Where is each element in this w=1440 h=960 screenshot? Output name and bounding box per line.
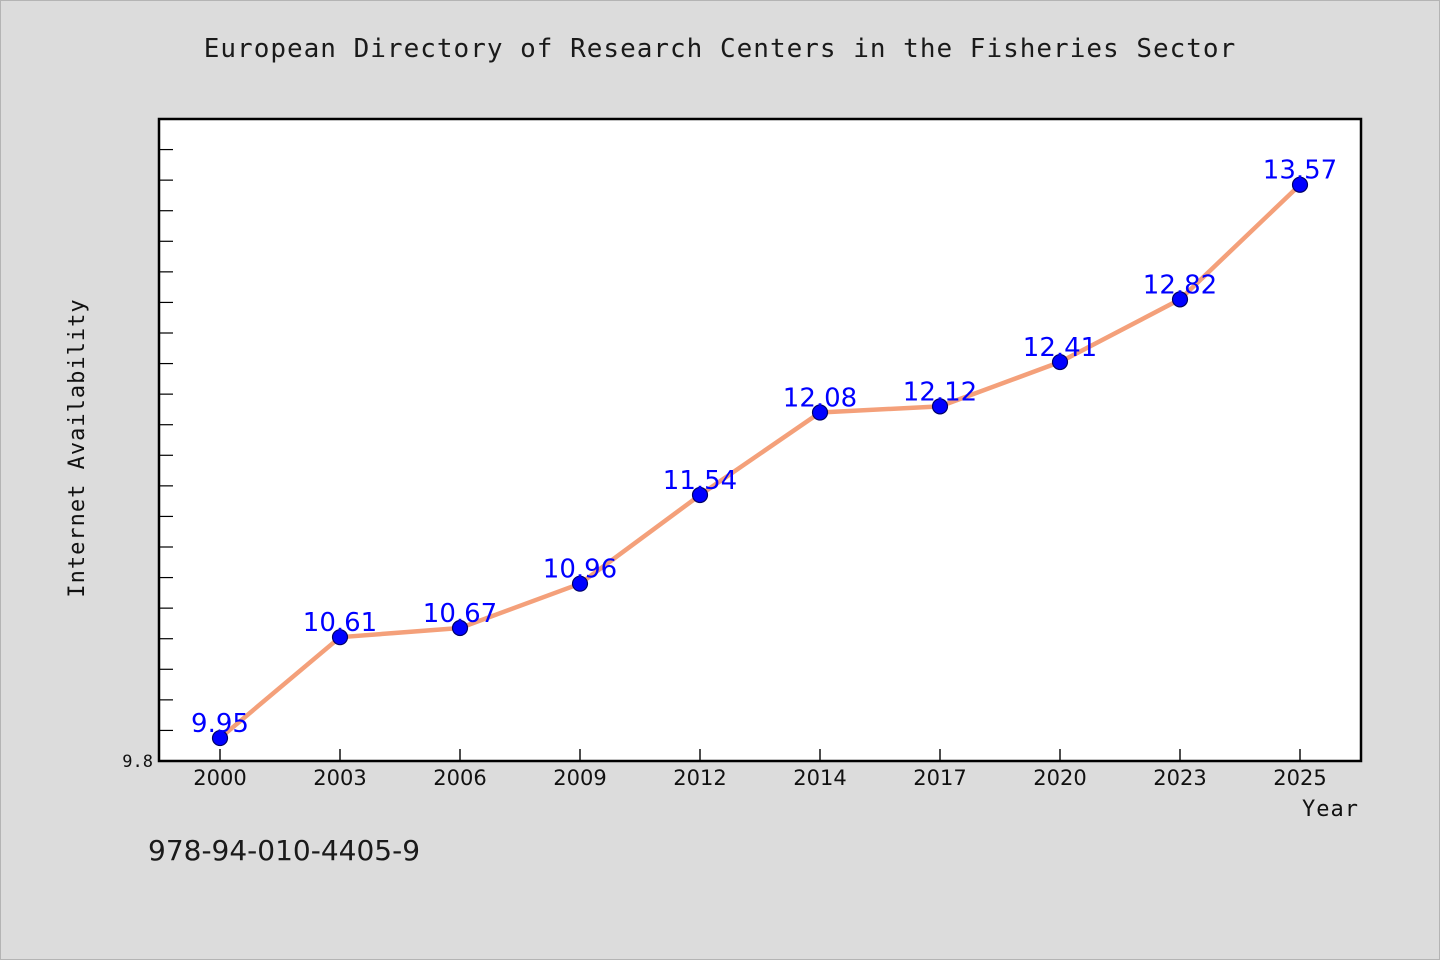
x-tick-labels: 2000 2003 2006 2009 2012 2014 2017 2020 2023 2025 xyxy=(193,766,1326,790)
data-label: 10.61 xyxy=(303,608,377,638)
data-point xyxy=(691,486,709,504)
x-tick-label: 2003 xyxy=(313,766,366,790)
x-tick-label: 2006 xyxy=(433,766,486,790)
x-tick-label: 2017 xyxy=(913,766,966,790)
data-label: 11.54 xyxy=(663,466,737,496)
data-label: 13.57 xyxy=(1263,156,1337,186)
y-minor-ticks xyxy=(159,148,173,732)
data-point xyxy=(451,619,469,637)
data-label: 12.41 xyxy=(1023,333,1097,363)
data-point xyxy=(1051,353,1069,371)
data-label: 12.12 xyxy=(903,377,977,407)
y-tick-label: 9.8 xyxy=(122,752,153,772)
x-tick-label: 2012 xyxy=(673,766,726,790)
plot-area xyxy=(157,117,1363,763)
data-label: 10.96 xyxy=(543,555,617,585)
data-label: 10.67 xyxy=(423,599,497,629)
data-point xyxy=(211,729,229,747)
x-tick-label: 2000 xyxy=(193,766,246,790)
isbn-label: 978-94-010-4405-9 xyxy=(148,834,421,867)
data-point xyxy=(1291,176,1309,193)
data-label: 9.95 xyxy=(191,709,249,739)
data-point xyxy=(811,404,829,421)
data-labels: 9.95 10.61 10.67 10.96 11.54 12.08 12.12 12.41 1… xyxy=(191,156,1337,739)
x-tick-label: 2025 xyxy=(1273,766,1326,790)
data-point xyxy=(1171,291,1189,308)
x-tick-label: 2009 xyxy=(553,766,606,790)
series-line xyxy=(217,182,1303,741)
x-tick-label: 2014 xyxy=(793,766,846,790)
x-tick-label: 2020 xyxy=(1033,766,1086,790)
x-axis-title: Year xyxy=(1302,797,1359,822)
chart-title: European Directory of Research Centers i… xyxy=(203,34,1237,64)
y-axis-title: Internet Availability xyxy=(65,298,90,597)
x-axis-ticks xyxy=(219,749,1301,761)
data-point xyxy=(571,575,589,592)
data-point xyxy=(331,629,349,646)
data-markers xyxy=(211,176,1309,747)
y-tick-labels: 9.8 xyxy=(122,752,153,772)
x-tick-label: 2023 xyxy=(1153,766,1206,790)
data-point xyxy=(931,398,949,415)
data-label: 12.82 xyxy=(1143,270,1217,300)
data-label: 12.08 xyxy=(783,383,857,413)
